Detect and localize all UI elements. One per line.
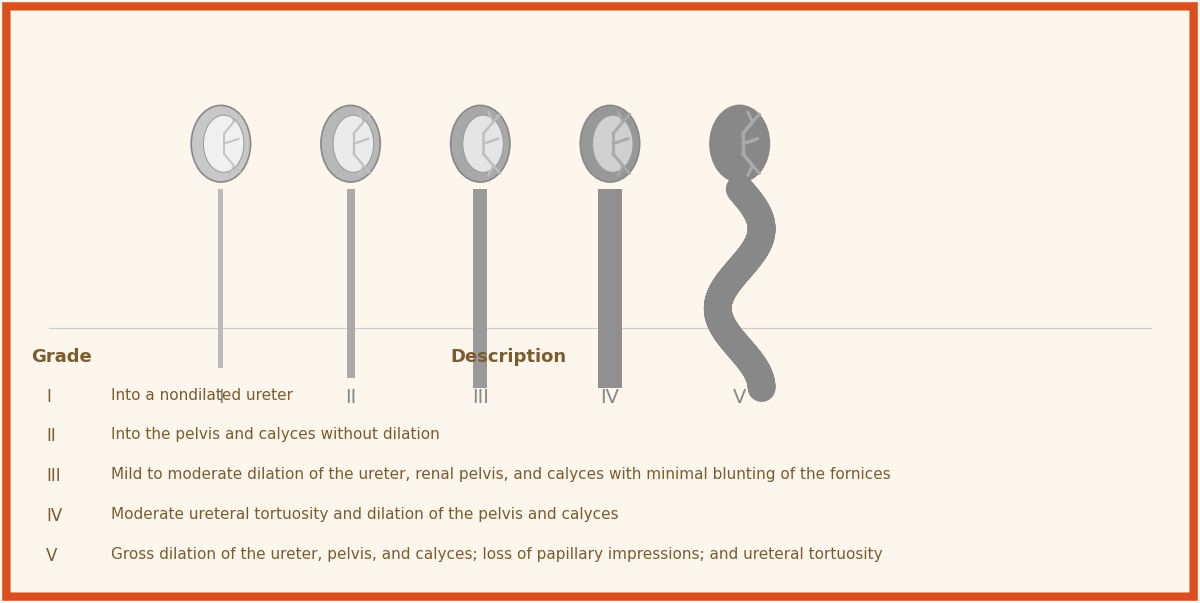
Ellipse shape (581, 106, 640, 182)
Text: Mild to moderate dilation of the ureter, renal pelvis, and calyces with minimal : Mild to moderate dilation of the ureter,… (112, 467, 890, 482)
Text: Gross dilation of the ureter, pelvis, and calyces; loss of papillary impressions: Gross dilation of the ureter, pelvis, an… (112, 547, 883, 562)
Text: Into the pelvis and calyces without dilation: Into the pelvis and calyces without dila… (112, 428, 440, 443)
Text: V: V (733, 388, 746, 407)
Ellipse shape (334, 115, 373, 172)
Text: II: II (344, 388, 356, 407)
Bar (473, 189, 487, 388)
Ellipse shape (450, 106, 510, 182)
Text: Moderate ureteral tortuosity and dilation of the pelvis and calyces: Moderate ureteral tortuosity and dilatio… (112, 507, 619, 522)
Bar (598, 189, 622, 388)
Text: III: III (472, 388, 488, 407)
Ellipse shape (320, 106, 380, 182)
Text: V: V (47, 547, 58, 565)
Text: I: I (218, 388, 223, 407)
Ellipse shape (710, 106, 769, 182)
Text: Grade: Grade (31, 348, 92, 366)
Ellipse shape (191, 106, 251, 182)
Ellipse shape (593, 115, 634, 172)
Text: III: III (47, 467, 61, 485)
Bar (347, 189, 354, 378)
Text: Description: Description (450, 348, 566, 366)
Ellipse shape (463, 115, 503, 172)
Text: II: II (47, 428, 56, 446)
Ellipse shape (204, 115, 244, 172)
Text: I: I (47, 388, 52, 406)
Text: Into a nondilated ureter: Into a nondilated ureter (112, 388, 293, 403)
Text: IV: IV (47, 507, 62, 525)
Text: IV: IV (600, 388, 619, 407)
Bar (218, 189, 223, 368)
FancyBboxPatch shape (6, 7, 1194, 596)
